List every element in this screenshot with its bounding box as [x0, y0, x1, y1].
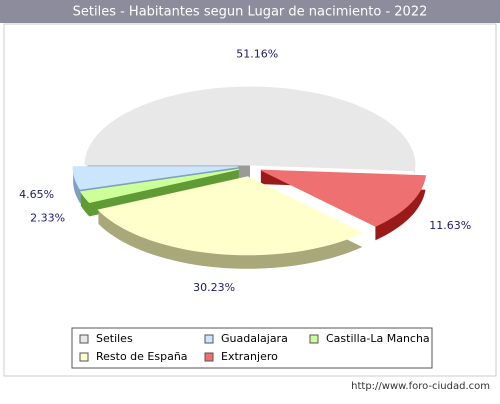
slice — [79, 168, 239, 203]
slice — [260, 169, 427, 227]
legend-swatch — [79, 352, 89, 362]
value-label: 2.33% — [30, 212, 65, 225]
slice — [84, 86, 416, 172]
slice-side — [98, 176, 363, 269]
legend-label: Extranjero — [221, 350, 278, 363]
value-label: 4.65% — [19, 188, 54, 201]
chart-title: Setiles - Habitantes segun Lugar de naci… — [73, 5, 428, 20]
legend-swatch — [204, 352, 214, 362]
legend-label: Guadalajara — [221, 332, 288, 345]
value-label: 30.23% — [193, 281, 235, 294]
title-bar — [0, 0, 500, 23]
slice — [97, 176, 364, 256]
legend-swatch — [79, 334, 89, 344]
legend — [71, 327, 433, 369]
plot-frame — [3, 23, 497, 377]
value-label: 51.16% — [236, 47, 278, 60]
legend-label: Resto de España — [96, 350, 188, 363]
legend-swatch — [309, 334, 319, 344]
slice — [72, 166, 239, 190]
legend-label: Castilla-La Mancha — [326, 332, 430, 345]
legend-swatch — [204, 334, 214, 344]
value-label: 11.63% — [429, 219, 471, 232]
footer: http://www.foro-ciudad.com — [351, 381, 490, 392]
legend-label: Setiles — [96, 332, 133, 345]
